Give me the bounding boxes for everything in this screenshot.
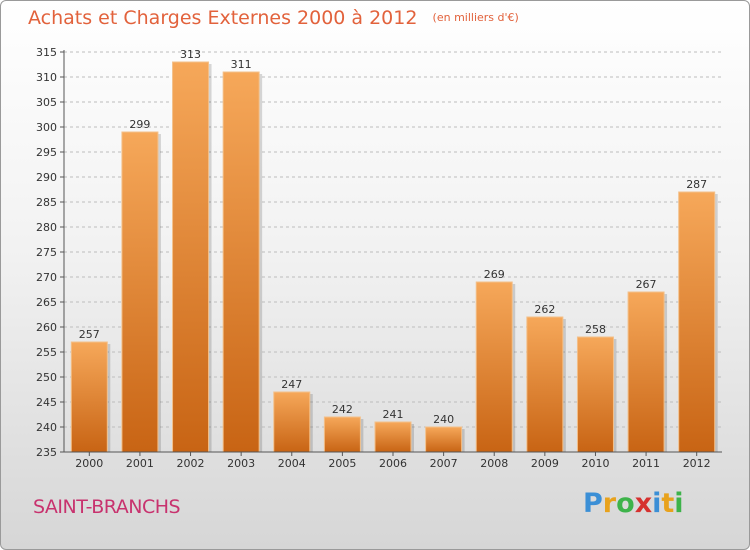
bar-2012 [678,191,716,453]
bar-2011 [627,291,665,453]
bar-2007 [425,426,463,453]
value-label-2004: 247 [281,378,302,391]
bar-2006 [374,421,412,453]
y-tick-label: 315 [36,46,57,59]
x-tick-label-2012: 2012 [683,457,711,470]
y-tick-label: 295 [36,146,57,159]
value-label-2008: 269 [484,268,505,281]
value-label-2006: 241 [383,408,404,421]
value-label-2010: 258 [585,323,606,336]
y-tick-label: 255 [36,346,57,359]
x-tick-label-2001: 2001 [126,457,154,470]
y-tick-label: 305 [36,96,57,109]
logo-letter: t [661,488,675,519]
commune-name: SAINT-BRANCHS [33,496,181,518]
y-tick-label: 245 [36,396,57,409]
value-labels: 257 299 313 311 247 242 241 240 269 262 258 267 287 [79,48,707,426]
x-tick-label-2005: 2005 [328,457,356,470]
y-tick-label: 275 [36,246,57,259]
x-tick-label-2007: 2007 [430,457,458,470]
logo-letter: i [652,488,662,519]
bar-2003 [222,71,260,453]
value-label-2005: 242 [332,403,353,416]
y-tick-label: 300 [36,121,57,134]
bar-2000 [70,341,108,453]
x-tick-label-2004: 2004 [278,457,306,470]
y-tick-label: 235 [36,446,57,459]
title-row: Achats et Charges Externes 2000 à 2012 (… [28,7,519,29]
bar-2002 [172,61,210,453]
value-label-2012: 287 [686,178,707,191]
y-tick-label: 265 [36,296,57,309]
bar-2008 [475,281,513,453]
x-tick-label-2009: 2009 [531,457,559,470]
value-label-2007: 240 [433,413,454,426]
y-tick-label: 285 [36,196,57,209]
value-label-2002: 313 [180,48,201,61]
grid-lines [64,51,722,453]
axes: 235 240 245 250 255 260 265 270 275 280 285 290 295 3… [36,46,722,470]
x-tick-label-2008: 2008 [480,457,508,470]
bar-2004 [273,391,311,453]
chart-unit: (en milliers d'€) [432,11,519,24]
y-tick-label: 310 [36,71,57,84]
y-tick-label: 290 [36,171,57,184]
value-label-2011: 267 [636,278,657,291]
x-tick-label-2011: 2011 [632,457,660,470]
chart-title: Achats et Charges Externes 2000 à 2012 [28,7,418,29]
logo-letter: r [602,488,617,519]
value-label-2000: 257 [79,328,100,341]
proxiti-logo: Proxiti [583,488,684,519]
bar-2009 [526,316,564,453]
logo-letter: i [674,488,684,519]
x-tick-label-2002: 2002 [177,457,205,470]
value-label-2009: 262 [534,303,555,316]
bars [70,61,718,453]
value-label-2003: 311 [231,58,252,71]
x-tick-label-2003: 2003 [227,457,255,470]
x-tick-label-2006: 2006 [379,457,407,470]
x-tick-label-2010: 2010 [581,457,609,470]
y-tick-label: 270 [36,271,57,284]
y-tick-label: 260 [36,321,57,334]
y-tick-label: 280 [36,221,57,234]
x-tick-label-2000: 2000 [75,457,103,470]
logo-letter: x [634,488,653,519]
logo-letter: o [616,488,635,519]
y-tick-label: 240 [36,421,57,434]
bar-2001 [121,131,159,453]
y-tick-label: 250 [36,371,57,384]
logo-letter: P [583,488,603,519]
value-label-2001: 299 [129,118,150,131]
bar-2010 [576,336,614,453]
bar-2005 [323,416,361,453]
